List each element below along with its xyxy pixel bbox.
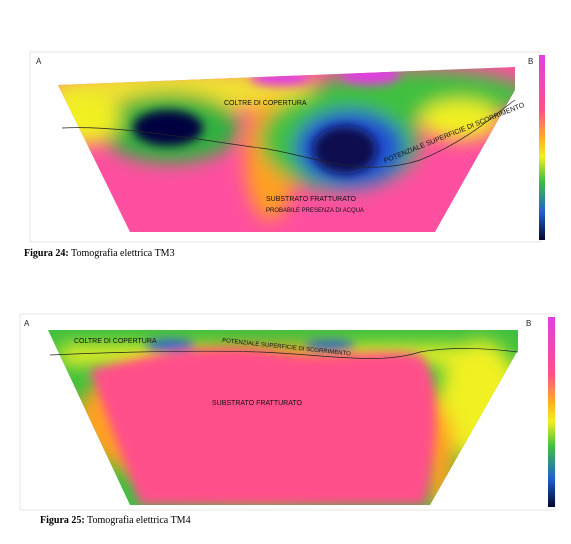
caption: Figura 25: Tomografia elettrica TM4 bbox=[40, 515, 191, 526]
label-b: B bbox=[528, 57, 533, 66]
annotation: COLTRE DI COPERTURA bbox=[224, 100, 307, 107]
annotation: SUBSTRATO FRATTURATO bbox=[212, 400, 303, 407]
caption-number: Figura 24: bbox=[24, 248, 69, 259]
caption-number: Figura 25: bbox=[40, 515, 85, 526]
annotation: PROBABILE PRESENZA DI ACQUA bbox=[266, 208, 364, 214]
color-scale bbox=[539, 55, 545, 240]
slip-surface-line bbox=[49, 348, 519, 359]
label-b: B bbox=[526, 319, 531, 328]
label-a: A bbox=[24, 319, 30, 328]
color-scale bbox=[548, 317, 555, 507]
tomography-section bbox=[58, 67, 515, 232]
annotation: SUBSTRATO FRATTURATO bbox=[266, 196, 357, 203]
figure-tm3: A B COLTRE DI COPERTURA POTENZIALE SUPER… bbox=[24, 51, 545, 259]
figure-tm4: A B COLTRE DI COPERTURA POTENZIALE SUPER… bbox=[19, 313, 556, 526]
caption: Figura 24: Tomografia elettrica TM3 bbox=[24, 248, 175, 259]
caption-text: Tomografia elettrica TM4 bbox=[87, 515, 191, 526]
slip-surface-line bbox=[61, 99, 516, 168]
caption-text: Tomografia elettrica TM3 bbox=[71, 248, 175, 259]
tomography-section bbox=[48, 330, 518, 505]
annotation: COLTRE DI COPERTURA bbox=[74, 338, 157, 345]
label-a: A bbox=[36, 57, 42, 66]
